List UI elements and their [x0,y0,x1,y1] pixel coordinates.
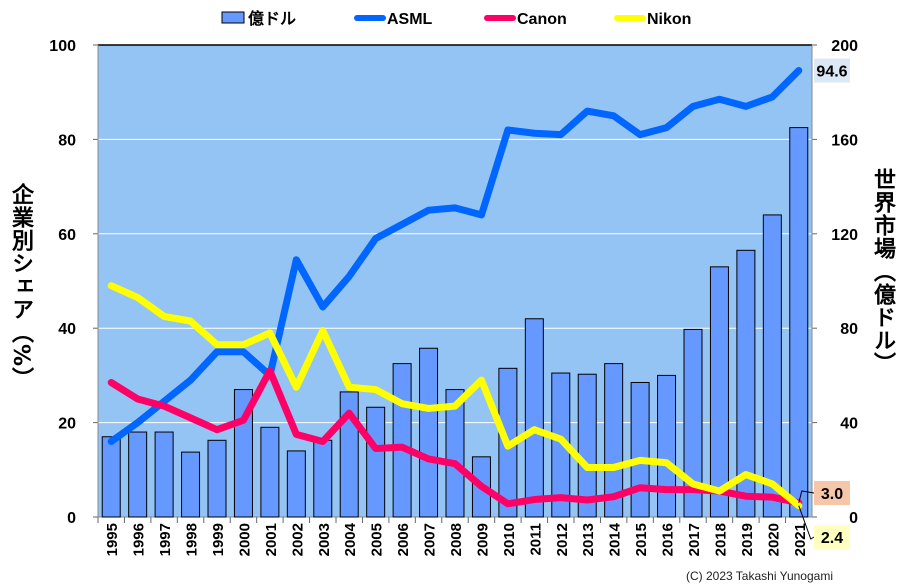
x-tick-label: 2000 [236,523,253,556]
bar-2019 [736,249,756,518]
x-tick-label: 2002 [289,523,306,556]
legend-label: ASML [387,11,433,28]
bar-2018 [709,266,729,518]
y2-tick-label: 120 [831,227,858,244]
bar-1995 [101,436,121,518]
bar-1998 [181,451,201,518]
x-tick-label: 2009 [474,523,491,556]
bar-2020 [762,214,782,518]
bar-1996 [128,431,148,518]
x-tick-label: 2001 [263,523,280,556]
data-label-bg [814,481,850,505]
x-tick-label: 2021 [792,523,809,556]
x-tick-label: 2008 [448,523,465,556]
x-tick-label: 2003 [316,523,333,556]
y-tick-label: 40 [58,321,76,338]
x-tick-label: 1998 [184,523,201,556]
y-tick-label: 100 [49,38,76,55]
bar-2001 [260,426,280,518]
bar-2007 [419,347,439,518]
legend-label: Nikon [647,11,691,28]
x-tick-label: 2015 [633,523,650,556]
x-tick-label: 2011 [527,523,544,556]
bar-2013 [577,373,597,518]
bar-2008 [445,389,465,518]
x-tick-label: 2013 [580,523,597,556]
data-label-nikon: 2.4 [821,530,843,547]
bar-2011 [524,318,544,518]
leader-line [798,490,815,503]
data-label-bg [814,58,850,83]
y2-tick-label: 40 [840,416,858,433]
x-tick-label: 2019 [739,523,756,556]
x-tick-label: 2004 [342,522,359,556]
x-tick-label: 2017 [686,523,703,556]
x-tick-label: 2006 [395,523,412,556]
bar-2015 [630,381,650,518]
y2-tick-label: 160 [831,132,858,149]
x-tick-label: 2012 [554,523,571,556]
copyright: (C) 2023 Takashi Yunogami [686,569,833,583]
bar-2017 [683,328,703,518]
y-tick-label: 20 [58,416,76,433]
bar-2016 [657,374,677,518]
y2-axis-title: 世界市場（億ドル） [870,168,895,375]
bar-2005 [366,406,386,518]
x-tick-label: 2020 [765,523,782,556]
y-tick-label: 60 [58,227,76,244]
y-tick-label: 80 [58,132,76,149]
leader-line [798,505,815,540]
line-nikon [107,282,803,510]
data-label-bg [814,525,850,549]
bar-1999 [207,439,227,518]
bar-2002 [286,450,306,518]
bar-1997 [154,431,174,518]
bar-2014 [604,363,624,518]
x-tick-label: 1997 [157,523,174,556]
legend-bar-swatch [221,11,245,24]
y-axis-title: 企業別シェア（%） [8,183,33,391]
y2-tick-label: 200 [831,38,858,55]
bar-2006 [392,363,412,518]
x-tick-label: 1995 [104,523,121,556]
legend-label: 億ドル [248,9,296,28]
y2-tick-label: 0 [849,510,858,527]
x-tick-label: 1999 [210,523,227,556]
bar-2003 [313,439,333,518]
x-tick-label: 2014 [607,522,624,556]
x-tick-label: 2016 [660,523,677,556]
legend-label: Canon [517,11,567,28]
bar-2021 [789,127,809,518]
x-tick-label: 2007 [422,523,439,556]
line-canon [107,367,803,508]
x-tick-label: 1996 [131,523,148,556]
y-tick-label: 0 [67,510,76,527]
y2-tick-label: 80 [840,321,858,338]
x-tick-label: 2005 [369,523,386,556]
line-asml [107,66,803,445]
x-tick-label: 2018 [712,523,729,556]
data-label-asml: 94.6 [816,63,847,80]
x-tick-label: 2010 [501,523,518,556]
data-label-canon: 3.0 [821,486,843,503]
